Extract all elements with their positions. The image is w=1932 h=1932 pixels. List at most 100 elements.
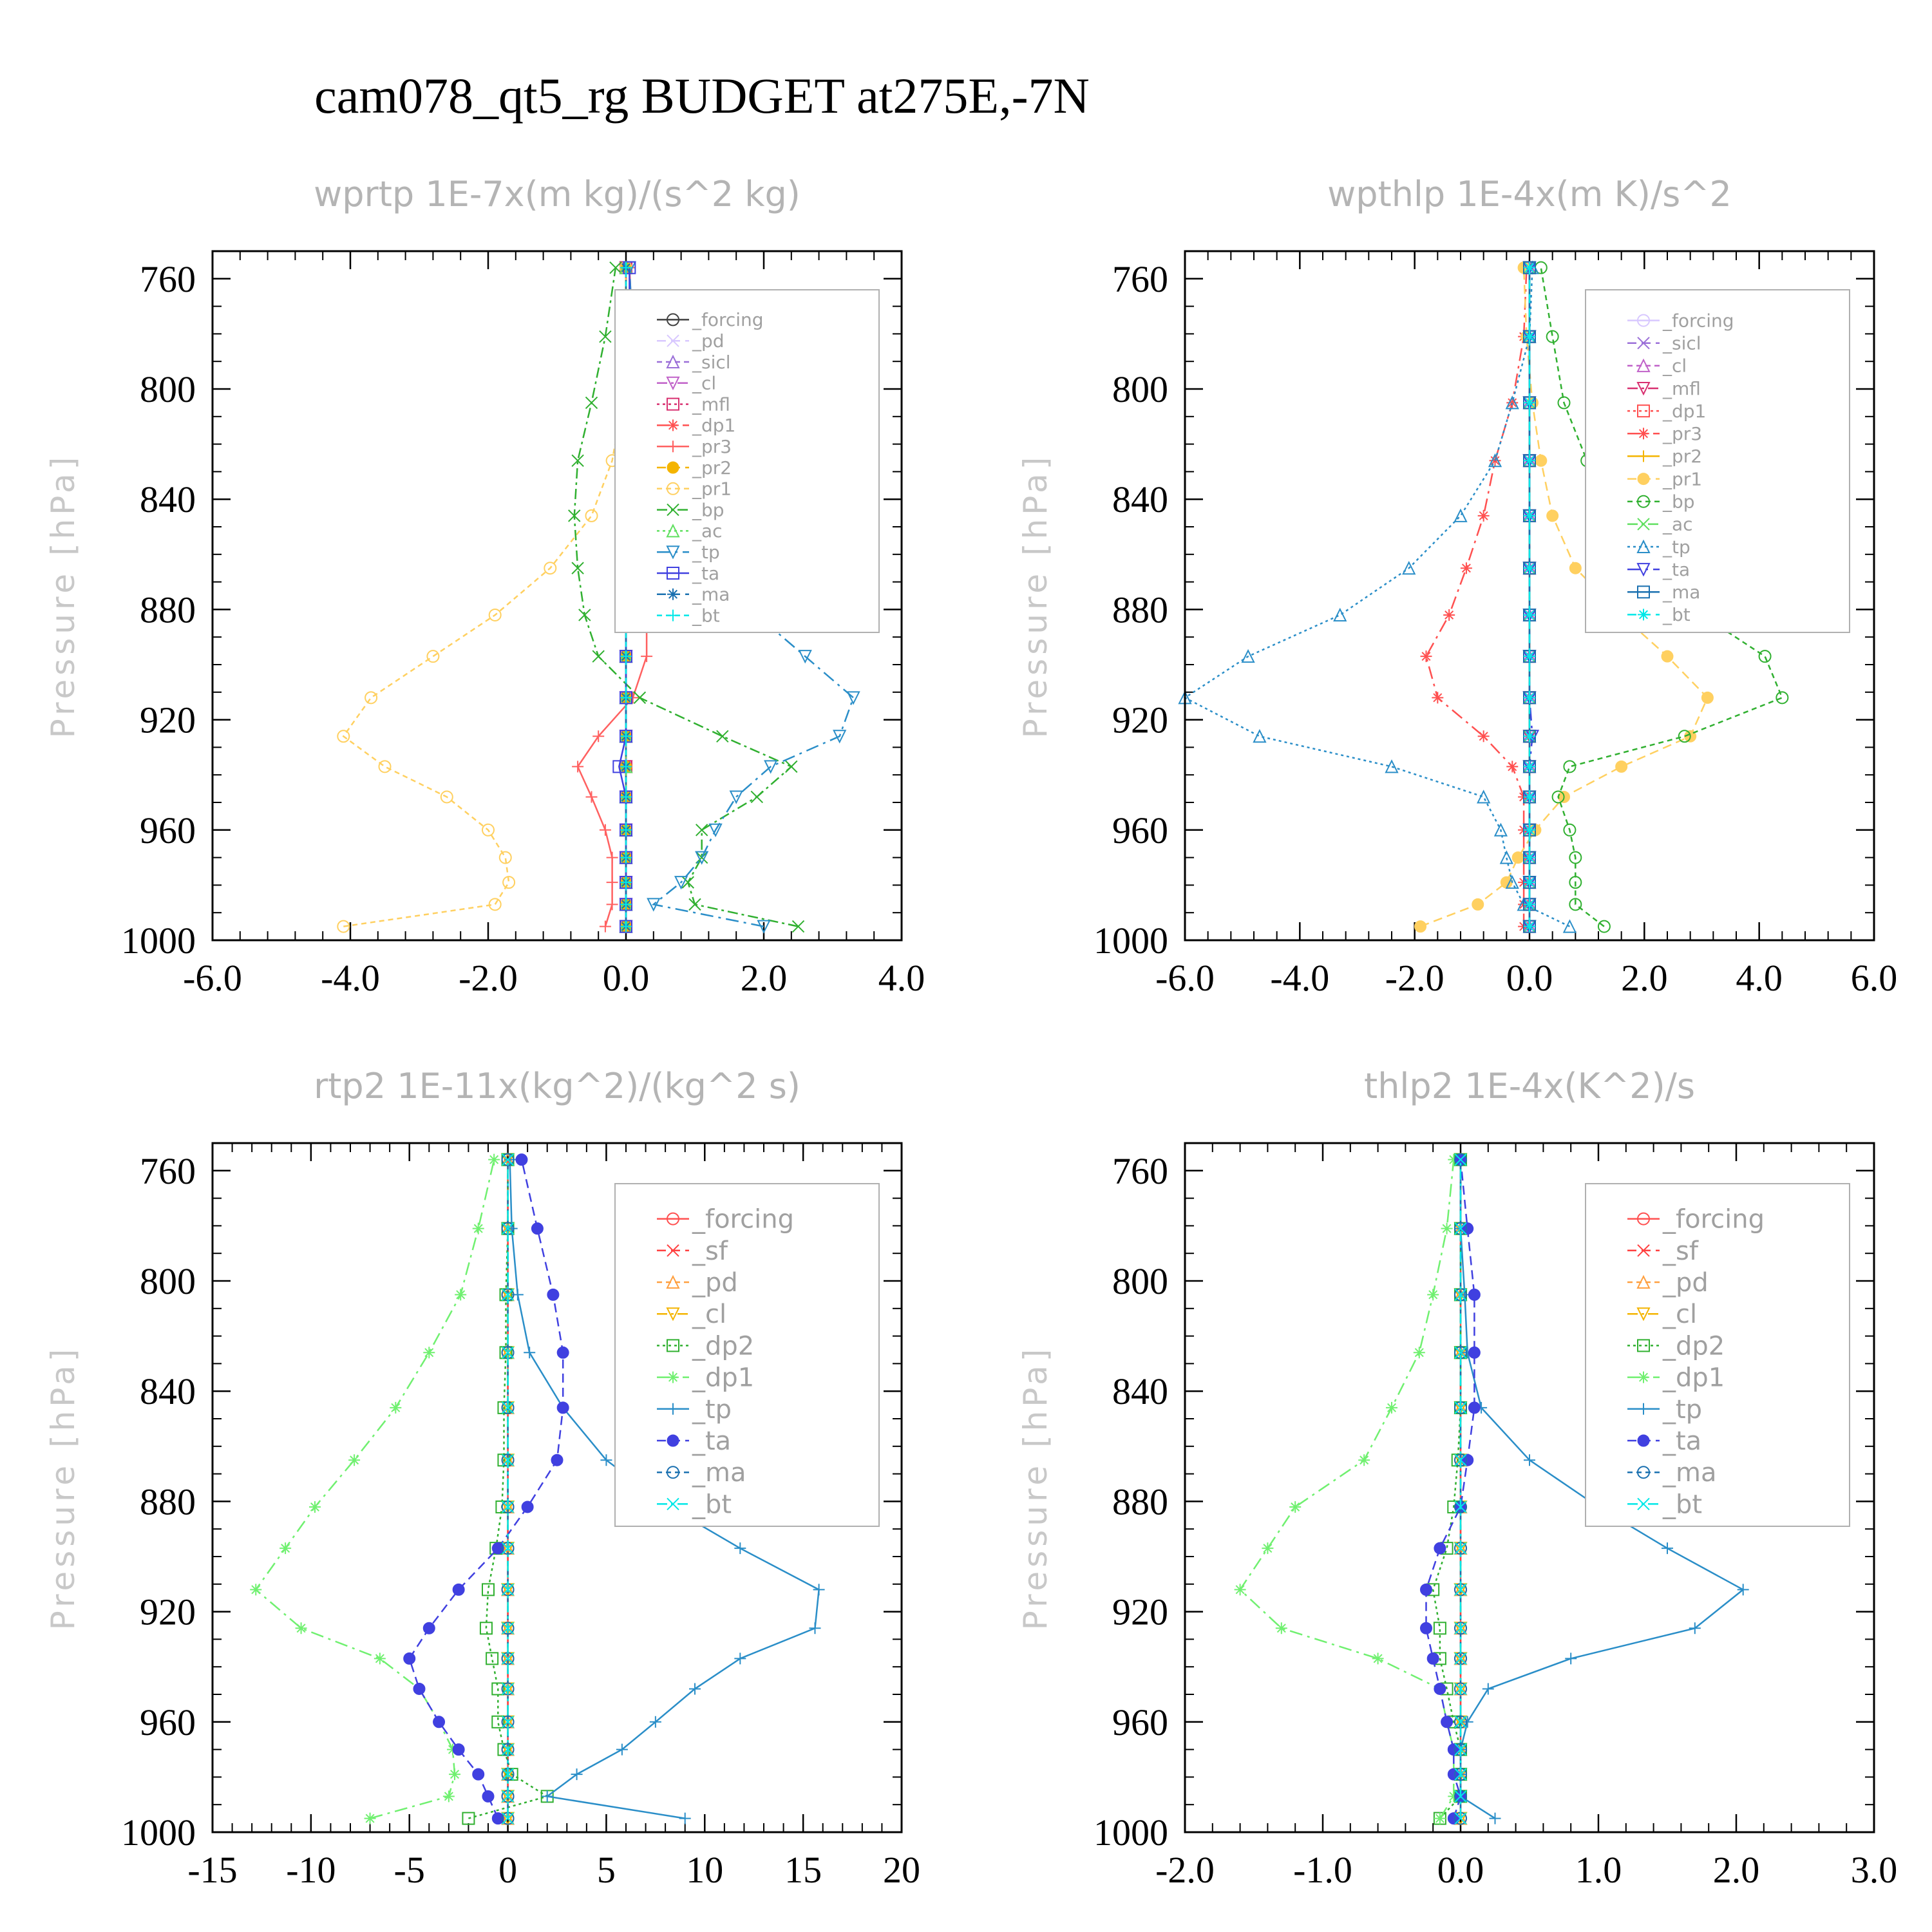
data-point-bt	[501, 1454, 515, 1466]
data-point-pr1	[1472, 898, 1484, 911]
data-point-bp	[599, 330, 612, 343]
data-point-dp1	[472, 1222, 484, 1235]
legend-marker	[666, 376, 680, 391]
data-point-ta	[1434, 1682, 1446, 1695]
legend-marker	[667, 313, 679, 327]
data-point-bt	[501, 1542, 515, 1555]
legend-marker	[1638, 1371, 1649, 1383]
data-point-bt	[1524, 761, 1535, 773]
x-tick-label: -15	[187, 1849, 237, 1891]
data-point-tp	[1505, 875, 1519, 889]
data-point-tp	[757, 920, 771, 934]
legend-label: _ac	[1662, 514, 1693, 535]
legend-label: _tp	[1662, 1395, 1702, 1425]
x-tick-label: -2.0	[1385, 957, 1444, 999]
data-point-tp	[809, 1622, 821, 1634]
data-point-tp	[600, 1454, 612, 1466]
data-point-tp	[1662, 1542, 1673, 1555]
data-point-bp	[1563, 760, 1577, 773]
data-point-pr1	[1414, 920, 1427, 933]
legend-marker	[666, 354, 680, 368]
legend-marker	[1637, 1244, 1650, 1257]
data-point-pr1	[337, 730, 350, 743]
data-point-tp	[1499, 850, 1513, 864]
data-point-bt	[1524, 261, 1535, 274]
legend-box	[614, 1183, 880, 1527]
legend-label: _forcing	[692, 1205, 794, 1235]
legend-box	[1585, 1183, 1850, 1527]
data-point-ma	[501, 1153, 515, 1166]
data-point-bp	[609, 261, 622, 274]
x-tick-label: 15	[784, 1849, 822, 1891]
plot-frame	[211, 1142, 903, 1833]
y-tick-label: 800	[1112, 1260, 1168, 1302]
data-point-bt	[1454, 1768, 1467, 1781]
data-point-bt	[501, 1583, 515, 1596]
y-tick-label: 960	[1112, 1701, 1168, 1743]
data-point-ta	[1468, 1288, 1481, 1301]
legend-label: _sicl	[1662, 333, 1701, 354]
plot-area	[250, 1152, 825, 1826]
data-point-ta	[1468, 1346, 1481, 1359]
series-line-dp1	[254, 1159, 495, 1819]
data-point-tp	[695, 851, 709, 865]
legend-marker	[667, 609, 679, 621]
data-point-bt	[501, 1812, 515, 1825]
data-point-pr1	[498, 851, 512, 864]
data-point-bp	[578, 609, 591, 621]
data-point-tp	[764, 760, 778, 774]
y-tick-label: 1000	[121, 920, 196, 961]
legend-marker	[1636, 1307, 1651, 1321]
y-tick-label: 960	[140, 1701, 196, 1743]
data-point-pr3	[1460, 562, 1472, 574]
y-tick-label: 880	[140, 589, 196, 630]
data-point-dp1	[455, 1289, 467, 1301]
data-point-bp	[571, 454, 584, 467]
data-point-bt	[1454, 1790, 1467, 1803]
data-point-bt	[501, 1716, 515, 1728]
data-point-dp1	[449, 1768, 461, 1781]
data-point-dp1	[1386, 1401, 1397, 1414]
legend-marker	[667, 440, 679, 453]
data-point-bp	[1597, 920, 1611, 933]
data-point-bp	[1546, 330, 1559, 343]
data-point-ta	[1461, 1454, 1474, 1466]
legend: _forcing_pd_sicl_cl_mfl_dp1_pr3_pr2_pr1_…	[614, 289, 880, 633]
legend-marker	[666, 524, 680, 538]
data-point-bt	[1454, 1454, 1467, 1466]
data-point-dp2	[497, 1454, 511, 1467]
legend-marker	[1637, 1434, 1650, 1447]
y-tick-label: 880	[1112, 1481, 1168, 1522]
data-point-tp	[1241, 649, 1255, 663]
data-point-bt	[1524, 330, 1535, 343]
data-point-pr3	[606, 851, 618, 864]
data-point-ta	[433, 1716, 446, 1728]
y-axis-label: Pressure [hPa]	[1017, 1345, 1054, 1631]
data-point-pr3	[585, 791, 598, 803]
y-tick-label: 1000	[1094, 920, 1168, 961]
data-point-bt	[501, 1790, 515, 1803]
data-point-dp1	[442, 1790, 455, 1803]
data-point-bp	[1569, 851, 1582, 864]
data-point-bt	[501, 1222, 515, 1235]
legend-marker	[667, 482, 679, 495]
data-point-bt	[620, 730, 632, 743]
legend-marker	[667, 397, 679, 411]
y-tick-label: 1000	[121, 1812, 196, 1853]
series-line-ta	[408, 1159, 564, 1819]
chart-panel-1: wprtp 1E-7x(m kg)/(s^2 kg) Pressure [hPa]…	[44, 174, 925, 999]
legend-marker	[1637, 585, 1650, 599]
x-tick-label: 4.0	[878, 957, 925, 999]
x-tick-label: -2.0	[1155, 1849, 1215, 1891]
data-point-pr1	[440, 790, 453, 804]
panel-title: rtp2 1E-11x(kg^2)/(kg^2 s)	[314, 1066, 800, 1106]
data-point-bp	[585, 396, 598, 410]
data-point-bt	[620, 261, 632, 274]
data-point-ta	[1420, 1622, 1432, 1634]
data-point-dp2	[491, 1715, 505, 1728]
data-point-tp	[524, 1347, 536, 1359]
panel-title: wpthlp 1E-4x(m K)/s^2	[1327, 174, 1732, 214]
x-tick-label: -10	[286, 1849, 336, 1891]
legend-label: _ma	[692, 584, 730, 605]
data-point-pr3	[1477, 730, 1490, 743]
